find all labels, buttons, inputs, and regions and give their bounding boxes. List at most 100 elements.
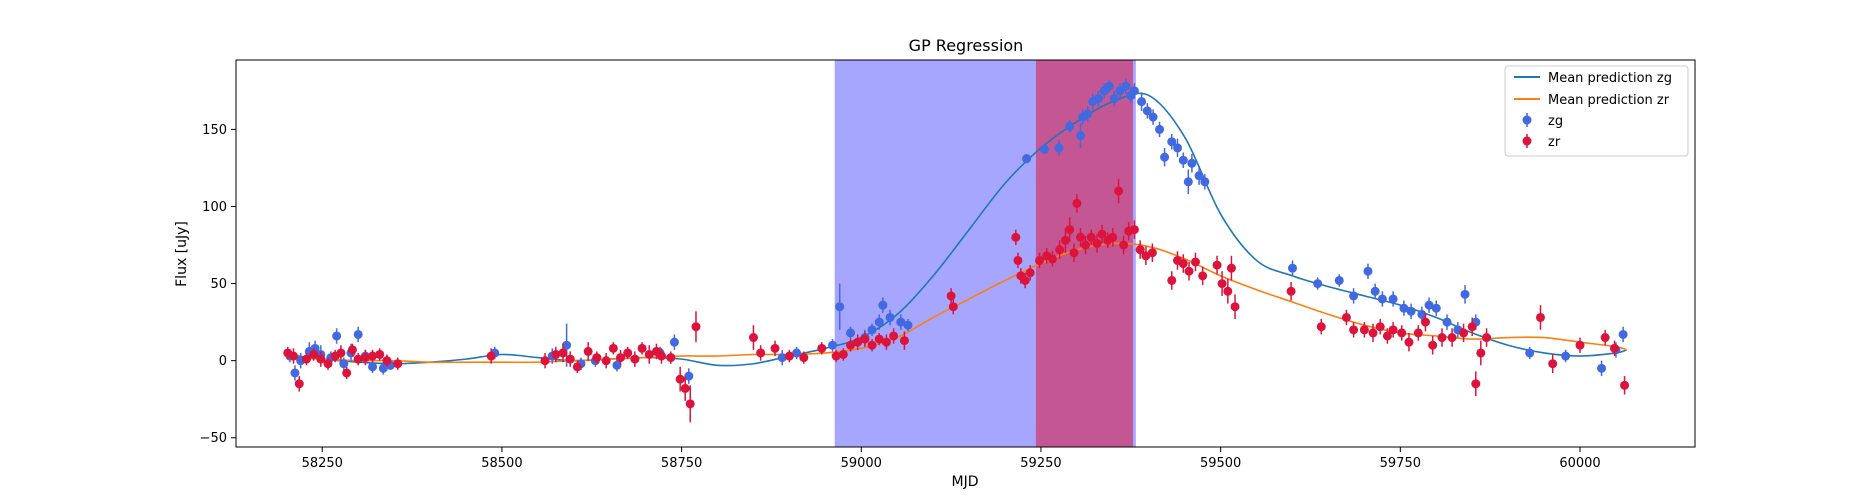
data-point-zg (1137, 92, 1147, 111)
data-point-zr (1035, 252, 1045, 269)
data-point-zr (1413, 325, 1423, 341)
marker-zg (1160, 152, 1170, 162)
marker-zr (1368, 328, 1378, 338)
data-point-zg (1597, 360, 1607, 377)
data-point-zr (691, 311, 701, 343)
y-axis-ticks: −50 0 50 100 150 (200, 123, 236, 446)
x-tick-label: 59000 (841, 456, 882, 471)
marker-zr (1223, 286, 1233, 296)
marker-zr (675, 374, 685, 384)
data-point-zr (323, 357, 333, 370)
marker-zr (1065, 225, 1075, 235)
marker-zr (1349, 325, 1359, 335)
data-point-zr (799, 351, 809, 364)
marker-zr (1548, 359, 1558, 369)
y-tick-label: 100 (202, 200, 227, 215)
data-point-zr (1286, 282, 1296, 301)
marker-zr (1610, 343, 1620, 353)
marker-zr (558, 348, 568, 358)
data-point-zr (1535, 305, 1545, 330)
chart-title: GP Regression (909, 36, 1024, 55)
marker-zr (1081, 240, 1091, 250)
data-point-zg (1104, 80, 1114, 93)
marker-zr (1428, 340, 1438, 350)
data-point-zr (1198, 266, 1208, 286)
marker-zg (1399, 303, 1409, 313)
marker-zr (1482, 333, 1492, 343)
marker-zr (1147, 248, 1157, 258)
marker-zr (860, 334, 870, 344)
data-point-zg (1442, 314, 1452, 330)
data-point-zg (1618, 326, 1628, 343)
data-point-zr (680, 376, 690, 401)
marker-zr (1184, 266, 1194, 276)
marker-zr (1316, 322, 1326, 332)
data-point-zr (675, 366, 685, 392)
data-point-zr (1476, 340, 1486, 366)
data-point-zr (1428, 335, 1438, 355)
marker-zg (1142, 106, 1152, 116)
marker-zg (290, 368, 300, 378)
data-point-zr (1359, 322, 1369, 338)
x-tick-label: 60000 (1559, 456, 1600, 471)
marker-zr (1404, 337, 1414, 347)
marker-zr (565, 354, 575, 364)
marker-zg (1065, 121, 1075, 131)
data-point-zr (1184, 261, 1194, 281)
data-point-zr (1482, 328, 1492, 347)
marker-zr (342, 368, 352, 378)
marker-zr (1535, 312, 1545, 322)
marker-zg (1363, 266, 1373, 276)
marker-zg (896, 317, 906, 327)
marker-zg (1406, 306, 1416, 316)
data-point-zg (612, 359, 622, 372)
data-point-zr (784, 349, 794, 363)
data-point-zr (1097, 224, 1107, 244)
marker-zr (382, 356, 392, 366)
axes-frame (235, 59, 1696, 448)
marker-zr (360, 353, 370, 363)
data-point-zr (946, 288, 956, 304)
data-point-zr (1178, 254, 1188, 273)
data-point-zr (1620, 376, 1630, 395)
marker-zr (1388, 325, 1398, 335)
data-point-zr (1341, 309, 1351, 326)
data-point-zr (1548, 354, 1558, 373)
marker-zg (777, 353, 787, 363)
data-point-zg (339, 357, 349, 370)
data-point-zr (1467, 317, 1477, 336)
marker-zr (583, 346, 593, 356)
data-point-zg (1200, 174, 1210, 190)
data-point-zg (1561, 349, 1571, 363)
marker-zr (1198, 271, 1208, 281)
marker-zr (1020, 275, 1030, 285)
data-point-zg (1167, 134, 1177, 150)
data-point-zr (616, 349, 626, 366)
data-point-zr (1011, 229, 1021, 246)
data-point-zr (756, 345, 766, 361)
marker-zg (368, 362, 378, 372)
marker-zg (1054, 143, 1064, 153)
data-point-zg (1121, 78, 1131, 94)
data-point-zg (1109, 90, 1119, 107)
data-point-zr (1135, 240, 1145, 259)
marker-zg (1200, 177, 1210, 187)
data-point-zr (1060, 228, 1070, 253)
y-tick-label: 50 (210, 277, 227, 292)
data-point-zr (1382, 328, 1392, 344)
marker-zr (1025, 268, 1035, 278)
data-point-zr (881, 334, 891, 350)
marker-zr (323, 359, 333, 369)
marker-zr (867, 340, 877, 350)
data-point-zr (623, 346, 633, 360)
marker-zr (1178, 259, 1188, 269)
marker-zr (1600, 333, 1610, 343)
marker-zg (1424, 300, 1434, 310)
marker-zr (1230, 302, 1240, 312)
marker-zr (1075, 232, 1085, 242)
marker-zr (1620, 380, 1630, 390)
marker-zr (623, 348, 633, 358)
marker-zr (1397, 328, 1407, 338)
marker-zr (644, 349, 654, 359)
marker-zr (316, 354, 326, 364)
